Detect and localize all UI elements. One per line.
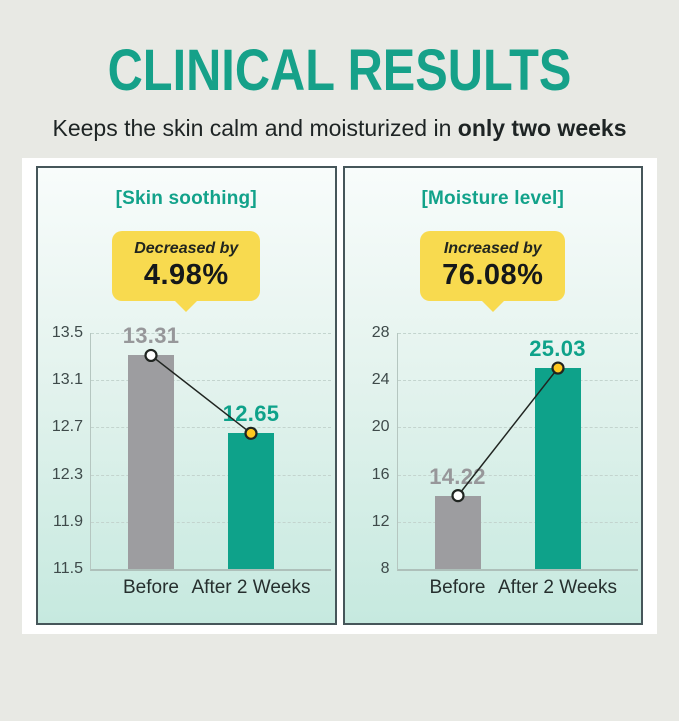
badge-label: Increased by bbox=[443, 240, 542, 257]
gridline bbox=[91, 474, 331, 476]
y-axis-tick-label: 13.5 bbox=[51, 324, 83, 341]
trend-marker-after bbox=[244, 426, 258, 440]
moisture-level-panel: [Moisture level] Increased by 76.08% 28 2… bbox=[342, 166, 643, 625]
chart-title: [Moisture level] bbox=[421, 188, 565, 209]
gridline bbox=[91, 380, 331, 382]
trend-marker-before bbox=[450, 489, 465, 503]
y-axis-tick-label: 13.1 bbox=[51, 371, 83, 389]
subtitle-text: Keeps the skin calm and moisturized in bbox=[52, 115, 452, 141]
y-axis-tick-label: 20 bbox=[371, 418, 390, 436]
result-badge: Decreased by 4.98% bbox=[112, 231, 261, 301]
x-axis-label-before: Before bbox=[123, 577, 179, 598]
result-badge: Increased by 76.08% bbox=[420, 231, 566, 301]
y-axis-tick-label: 28 bbox=[371, 324, 390, 341]
chart-title: [Skin soothing] bbox=[115, 188, 257, 209]
gridline bbox=[397, 521, 638, 523]
x-axis-label-before: Before bbox=[429, 577, 486, 598]
gridline bbox=[91, 333, 331, 334]
bar-after-2-weeks bbox=[534, 368, 581, 569]
gridline bbox=[397, 474, 638, 476]
trend-marker-before bbox=[144, 348, 158, 363]
trend-line bbox=[150, 354, 252, 434]
skin-soothing-panel: [Skin soothing] Decreased by 4.98% 13.5 1… bbox=[36, 166, 337, 625]
y-axis-tick-label: 12.7 bbox=[51, 418, 83, 436]
trend-line-overlay bbox=[144, 348, 258, 440]
value-label-after-2-weeks: 12.65 bbox=[222, 401, 280, 427]
gridline bbox=[91, 427, 331, 429]
bar-chart-skin-soothing: 13.5 13.1 12.7 12.3 11.9 11.5 13.31 Before 12.65… bbox=[52, 323, 331, 598]
x-axis-label-after-2-weeks: After 2 Weeks bbox=[498, 577, 617, 598]
subtitle-highlight: only two weeks bbox=[457, 115, 627, 141]
badge-value: 4.98% bbox=[143, 259, 229, 291]
y-axis-tick-label: 11.9 bbox=[53, 512, 83, 530]
bar-before bbox=[128, 355, 174, 569]
trend-line-overlay bbox=[450, 361, 565, 503]
x-axis-label-after-2-weeks: After 2 Weeks bbox=[191, 577, 311, 598]
value-label-before: 13.31 bbox=[122, 323, 180, 349]
clinical-results-infographic: CLINICAL RESULTS Keeps the skin calm and… bbox=[0, 42, 679, 634]
results-card: [Skin soothing] Decreased by 4.98% 13.5 1… bbox=[22, 158, 657, 634]
gridline bbox=[397, 427, 638, 429]
y-axis-tick-label: 8 bbox=[380, 560, 390, 577]
badge-label: Decreased by bbox=[134, 240, 239, 257]
y-axis-tick-label: 16 bbox=[371, 465, 390, 483]
trend-line bbox=[456, 367, 559, 497]
gridline bbox=[397, 380, 638, 382]
page-subtitle: Keeps the skin calm and moisturized in o… bbox=[0, 114, 679, 142]
value-label-before: 14.22 bbox=[429, 463, 486, 489]
page-title: CLINICAL RESULTS bbox=[107, 38, 572, 103]
badge-value: 76.08% bbox=[442, 259, 544, 291]
y-axis-tick-label: 12.3 bbox=[51, 465, 83, 483]
bar-chart-moisture-level: 28 24 20 16 12 8 14.22 Before 25.03 After 2 Weeks bbox=[372, 324, 638, 598]
value-label-after-2-weeks: 25.03 bbox=[529, 336, 586, 362]
trend-marker-after bbox=[550, 361, 565, 375]
y-axis-tick-label: 12 bbox=[371, 512, 390, 530]
bar-before bbox=[434, 495, 481, 569]
y-axis-tick-label: 11.5 bbox=[53, 560, 83, 577]
gridline bbox=[397, 333, 638, 334]
gridline bbox=[91, 521, 331, 523]
bar-after-2-weeks bbox=[228, 433, 274, 569]
y-axis-tick-label: 24 bbox=[371, 371, 390, 389]
